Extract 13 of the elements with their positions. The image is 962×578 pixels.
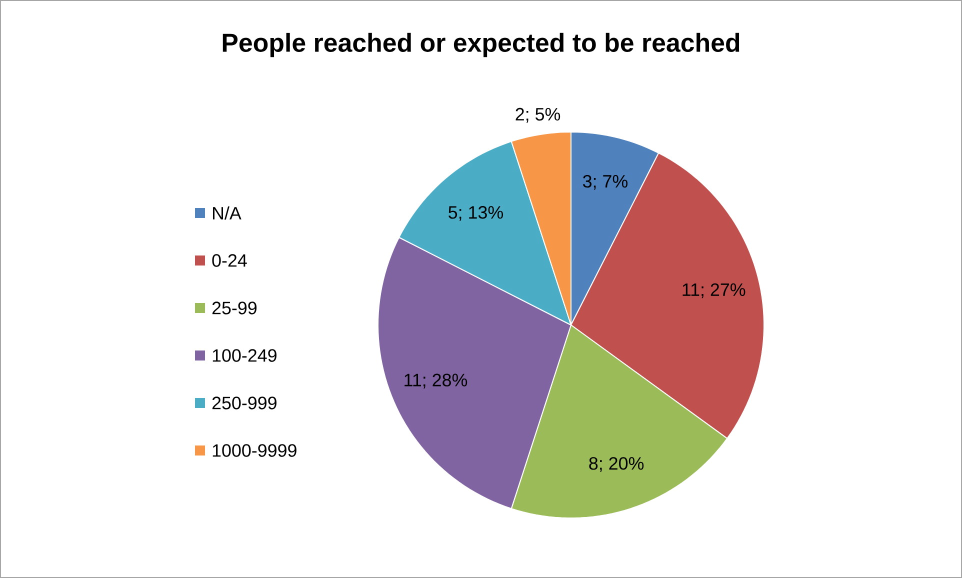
data-label: 8; 20%	[589, 457, 644, 472]
legend-label: 1000-9999	[212, 444, 296, 457]
chart-title: People reached or expected to be reached	[222, 32, 740, 58]
legend-label: 100-249	[212, 349, 276, 362]
legend-label: 0-24	[212, 254, 247, 267]
legend-label: 250-999	[212, 396, 276, 410]
data-label: 11; 28%	[404, 374, 468, 389]
legend-label: 25-99	[212, 302, 257, 314]
data-label: 3; 7%	[583, 174, 628, 190]
data-label: 11; 27%	[682, 283, 746, 298]
data-label: 2; 5%	[516, 108, 560, 123]
legend-label: N/A	[212, 206, 242, 220]
data-label: 5; 13%	[448, 206, 504, 221]
